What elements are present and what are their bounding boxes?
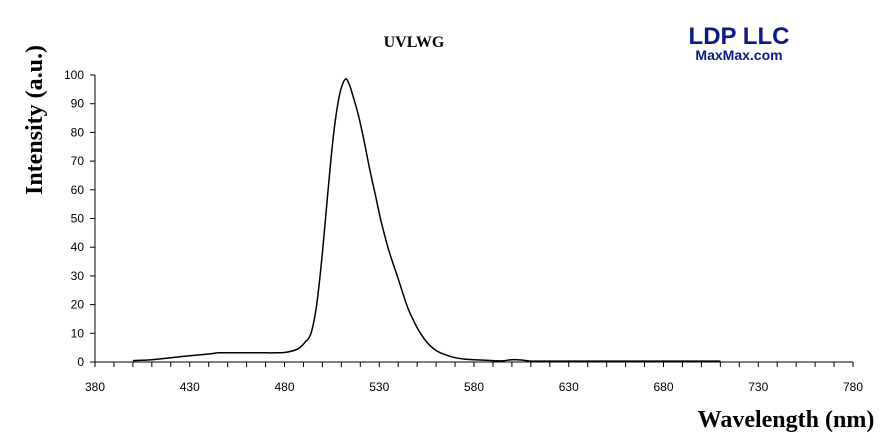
y-ticks: 0 10 20 30 40 50 60 70 80 90 100 (64, 68, 95, 369)
y-tick-label: 20 (71, 298, 85, 312)
y-tick-label: 60 (71, 183, 85, 197)
plot-area: 0 10 20 30 40 50 60 70 80 90 100 380 430 480 530 580 63… (64, 68, 863, 394)
intensity-series-line (132, 78, 721, 362)
x-tick-label: 480 (274, 380, 294, 394)
logo-website: MaxMax.com (695, 47, 782, 63)
x-tick-label: 730 (748, 380, 768, 394)
y-tick-label: 70 (71, 154, 85, 168)
x-tick-label: 630 (559, 380, 579, 394)
y-tick-label: 30 (71, 269, 85, 283)
x-tick-label: 430 (180, 380, 200, 394)
logo-company: LDP LLC (689, 23, 790, 50)
x-axis-title: Wavelength (nm) (698, 407, 875, 433)
y-tick-label: 0 (77, 355, 84, 369)
y-tick-label: 10 (71, 326, 85, 340)
chart-title: UVLWG (384, 34, 445, 51)
x-tick-label: 780 (843, 380, 863, 394)
y-axis-title: Intensity (a.u.) (22, 45, 48, 195)
x-tick-label: 380 (85, 380, 105, 394)
x-tick-label: 680 (653, 380, 673, 394)
y-tick-label: 40 (71, 240, 85, 254)
y-tick-label: 100 (64, 68, 84, 82)
x-tick-label: 580 (464, 380, 484, 394)
x-tick-label: 530 (369, 380, 389, 394)
y-tick-label: 90 (71, 97, 85, 111)
y-tick-label: 50 (71, 212, 85, 226)
x-ticks: 380 430 480 530 580 630 680 730 780 (85, 362, 863, 394)
y-tick-label: 80 (71, 125, 85, 139)
